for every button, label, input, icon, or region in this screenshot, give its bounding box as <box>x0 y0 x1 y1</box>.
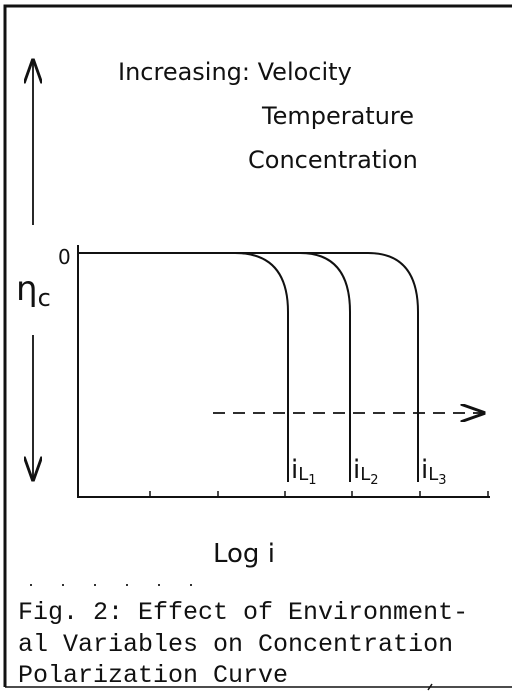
subscript: c <box>38 284 51 312</box>
index: 1 <box>308 473 316 488</box>
zero-label: 0 <box>58 245 71 269</box>
y-axis-label: ηc <box>16 269 51 312</box>
curve-2 <box>235 252 351 482</box>
subscript: L <box>298 464 308 485</box>
index: 2 <box>370 473 378 488</box>
curve-label: iL3 <box>421 455 447 488</box>
symbol: i <box>353 455 360 485</box>
curve-1 <box>78 252 289 482</box>
curve-label: iL2 <box>353 455 379 488</box>
x-axis-label: Log i <box>213 539 275 569</box>
curve-3 <box>300 252 419 482</box>
annotation-line: Concentration <box>248 146 418 174</box>
curve-label: iL1 <box>291 455 317 488</box>
x-ticks <box>149 491 489 497</box>
curve-labels: iL1 iL2 iL3 <box>291 455 447 488</box>
index: 3 <box>438 473 446 488</box>
caption-line: Polarization Curve <box>18 661 288 690</box>
symbol: i <box>421 455 428 485</box>
caption-line: al Variables on Concentration <box>18 630 453 659</box>
annotation-line: Temperature <box>261 102 414 130</box>
subscript: L <box>360 464 370 485</box>
symbol: η <box>16 269 38 309</box>
caption-line: Fig. 2: Effect of Environment- <box>18 598 468 627</box>
annotation-line: Increasing: Velocity <box>118 58 352 86</box>
symbol: i <box>291 455 298 485</box>
subscript: L <box>428 464 438 485</box>
stray-mark <box>427 683 433 691</box>
frame <box>3 4 512 687</box>
